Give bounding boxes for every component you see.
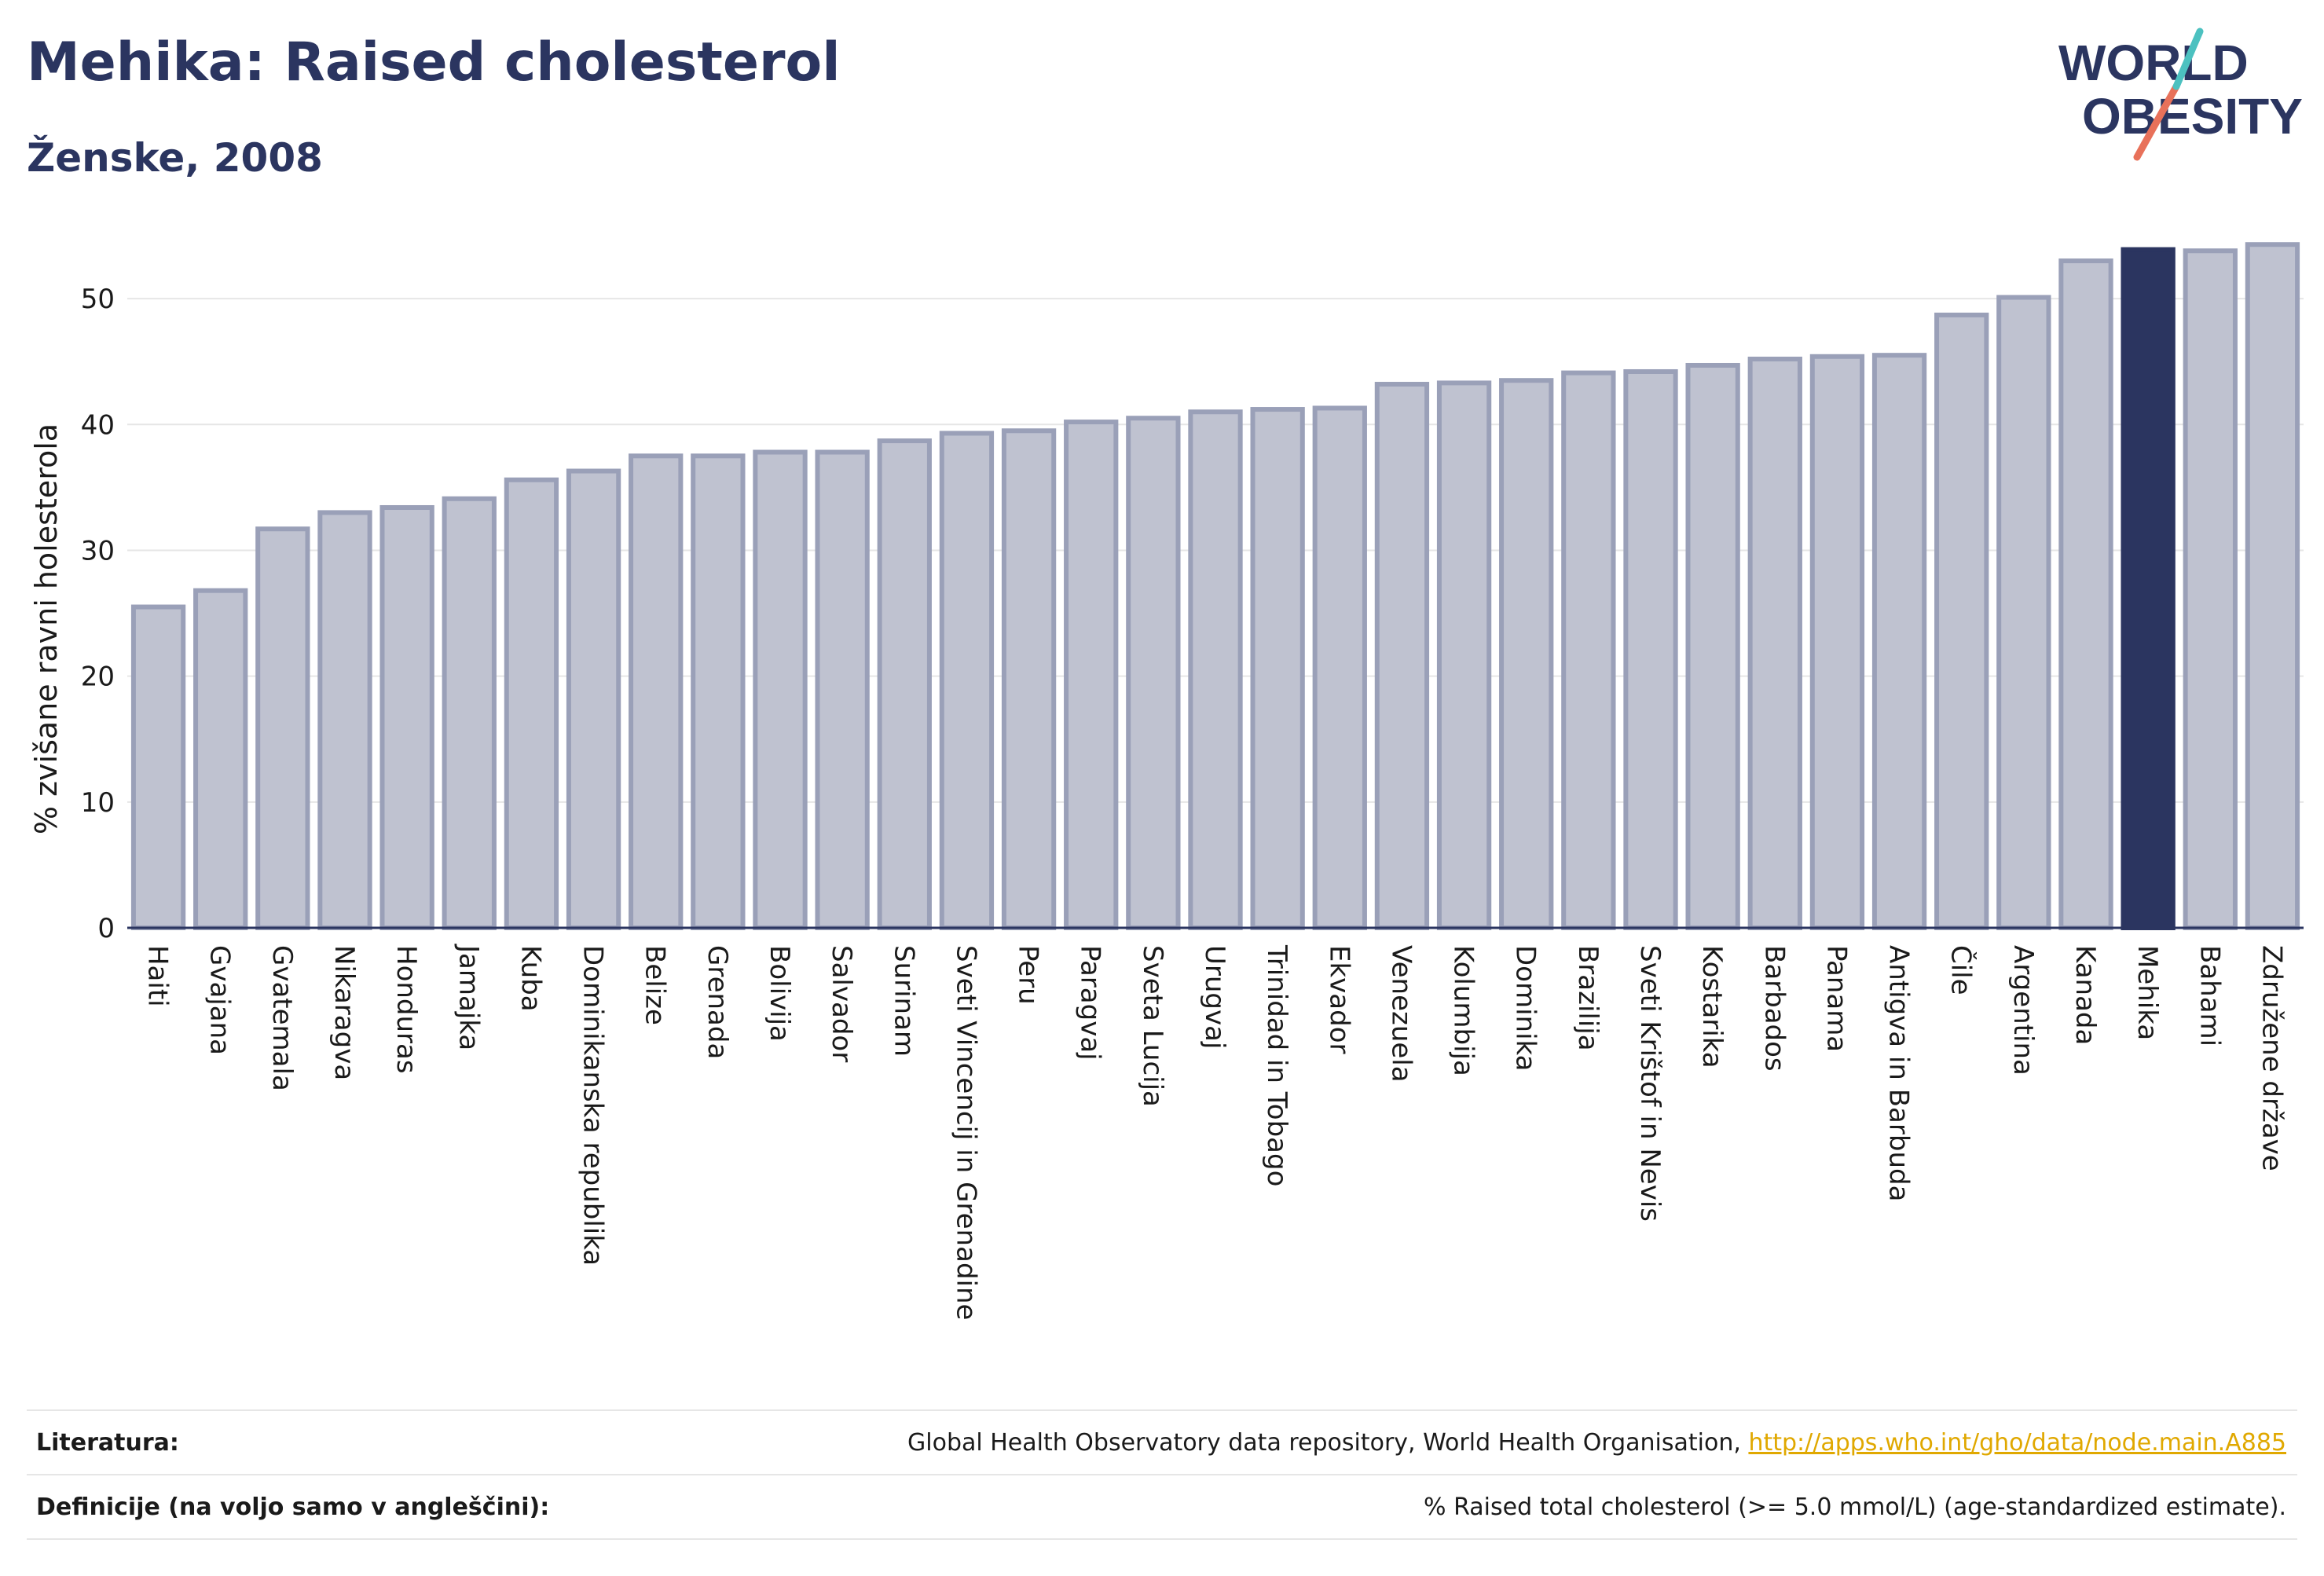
y-tick-label: 0	[97, 913, 115, 944]
logo-line1: WORLD	[2058, 35, 2249, 91]
x-category-label: Venezuela	[1385, 945, 1417, 1083]
x-category-label: Panama	[1820, 945, 1852, 1052]
y-axis-ticks: 0 10 20 30 40 50	[81, 284, 115, 944]
x-category-label: Čile	[1945, 945, 1978, 995]
bar[interactable]	[1374, 382, 1430, 931]
bar[interactable]	[379, 504, 434, 930]
y-axis-label: % zvišane ravni holesterola	[29, 423, 64, 834]
definitions-label: Definicije (na voljo samo v angleščini):	[36, 1493, 550, 1521]
definitions-value: % Raised total cholesterol (>= 5.0 mmol/…	[1424, 1493, 2286, 1521]
x-axis-labels: Haiti Gvajana Gvatemala Nikaragva Honduras Ja…	[142, 944, 2288, 1320]
world-obesity-logo: WORLD OBESITY	[2058, 27, 2303, 161]
x-category-label: Honduras	[390, 945, 422, 1074]
bar[interactable]	[1934, 312, 1989, 930]
x-category-label: Bahami	[2194, 945, 2225, 1046]
x-category-label: Kolumbija	[1448, 945, 1479, 1076]
chart-subtitle: Ženske, 2008	[27, 135, 323, 181]
sources-label: Literatura:	[36, 1428, 179, 1457]
bar[interactable]	[130, 604, 186, 930]
x-category-label: Antigva in Barbuda	[1883, 945, 1915, 1201]
x-category-label: Združene države	[2256, 945, 2287, 1171]
sources-value: Global Health Observatory data repositor…	[907, 1429, 2297, 1457]
bar[interactable]	[255, 526, 310, 930]
x-category-label: Kanada	[2069, 945, 2101, 1045]
x-category-label: Jamajka	[453, 944, 484, 1050]
x-category-label: Peru	[1013, 945, 1044, 1005]
x-category-label: Kuba	[515, 945, 546, 1012]
bar[interactable]	[815, 449, 870, 930]
sources-text: Global Health Observatory data repositor…	[907, 1428, 1749, 1457]
x-category-label: Nikaragva	[328, 945, 360, 1080]
bar[interactable]	[1561, 370, 1616, 930]
x-category-label: Kostarika	[1696, 945, 1728, 1068]
bar[interactable]	[1747, 356, 1802, 930]
bar[interactable]	[504, 477, 559, 930]
x-category-label: Urugvaj	[1199, 945, 1230, 1049]
bar[interactable]	[691, 453, 746, 930]
x-category-label: Surinam	[888, 945, 919, 1057]
bar[interactable]	[2245, 242, 2300, 931]
bar[interactable]	[1250, 407, 1305, 930]
footer-sources-row: Literatura: Global Health Observatory da…	[27, 1409, 2297, 1474]
bar[interactable]	[1996, 295, 2051, 931]
x-category-label: Barbados	[1758, 945, 1790, 1072]
bar[interactable]	[193, 588, 248, 930]
x-category-label: Salvador	[826, 945, 857, 1062]
x-category-label: Mehika	[2132, 945, 2163, 1040]
logo-line2: OBESITY	[2082, 88, 2303, 145]
y-tick-label: 40	[81, 409, 115, 441]
x-category-label: Gvatemala	[266, 945, 298, 1091]
chart-title: Mehika: Raised cholesterol	[27, 31, 841, 93]
x-category-label: Bolivija	[764, 945, 795, 1042]
bar[interactable]	[1001, 428, 1057, 930]
bar[interactable]	[1499, 378, 1554, 930]
bar[interactable]	[442, 496, 497, 930]
x-category-label: Ekvador	[1323, 945, 1354, 1054]
bars	[130, 242, 2300, 931]
bar[interactable]	[753, 449, 808, 930]
bar[interactable]	[1126, 416, 1181, 930]
x-category-label: Trinidad in Tobago	[1261, 944, 1292, 1186]
x-category-label: Dominika	[1510, 945, 1541, 1071]
bar[interactable]	[1623, 368, 1678, 931]
bar[interactable]	[2183, 248, 2238, 931]
logo-slash-coral	[2133, 82, 2180, 161]
bar[interactable]	[1188, 409, 1243, 930]
x-category-label: Argentina	[2007, 945, 2039, 1076]
bar[interactable]	[1312, 405, 1367, 930]
bar[interactable]	[939, 431, 995, 930]
x-category-label: Sveti Krištof in Nevis	[1634, 945, 1666, 1222]
x-category-label: Sveta Lucija	[1137, 945, 1168, 1107]
bar[interactable]	[1064, 420, 1119, 930]
x-category-label: Grenada	[702, 945, 733, 1059]
bar-highlight[interactable]	[2121, 247, 2176, 930]
bar[interactable]	[1685, 362, 1740, 931]
bar[interactable]	[317, 510, 372, 930]
footer-definitions-row: Definicije (na voljo samo v angleščini):…	[27, 1474, 2297, 1540]
bar[interactable]	[1809, 354, 1865, 930]
y-tick-label: 30	[81, 535, 115, 566]
y-tick-label: 50	[81, 284, 115, 315]
sources-link[interactable]: http://apps.who.int/gho/data/node.main.A…	[1748, 1428, 2286, 1457]
bar[interactable]	[629, 453, 684, 930]
bar[interactable]	[2058, 258, 2113, 930]
bar[interactable]	[1436, 380, 1492, 930]
x-category-label: Dominikanska republika	[577, 945, 609, 1266]
bar[interactable]	[566, 468, 621, 930]
bar[interactable]	[1871, 353, 1927, 930]
y-tick-label: 20	[81, 662, 115, 693]
x-category-label: Brazilija	[1572, 945, 1604, 1051]
x-category-label: Gvajana	[204, 945, 236, 1055]
bar[interactable]	[877, 438, 932, 930]
x-category-label: Haiti	[142, 945, 174, 1007]
logo-slash-teal	[2172, 27, 2204, 90]
y-tick-label: 10	[81, 787, 115, 819]
bar-chart: 0 10 20 30 40 50 Haiti Gvajana Gvatemala Nikarag…	[29, 242, 2304, 1320]
x-category-label: Belize	[640, 945, 671, 1025]
x-category-label: Paragvaj	[1075, 945, 1106, 1061]
x-category-label: Sveti Vincencij in Grenadine	[950, 945, 981, 1320]
